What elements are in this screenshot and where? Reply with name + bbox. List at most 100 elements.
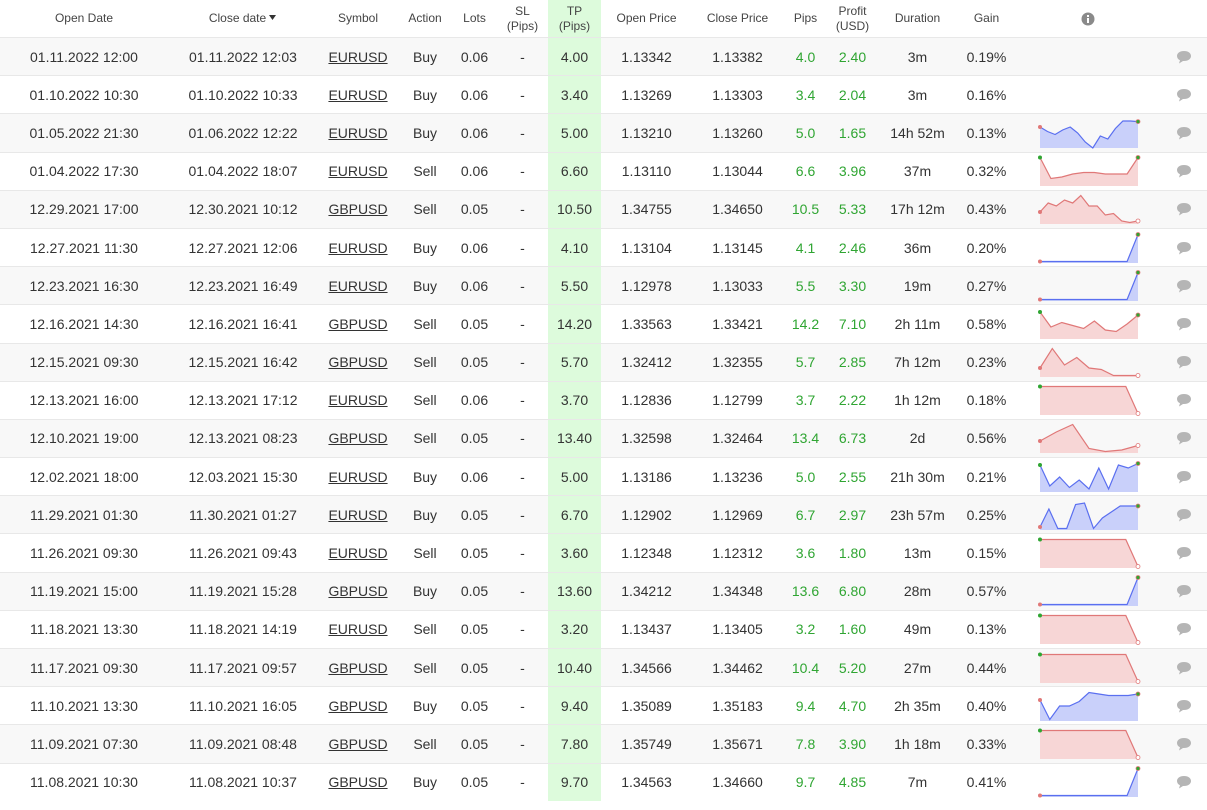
cell: EURUSD	[318, 266, 398, 305]
start-dot	[1038, 439, 1042, 444]
cell: 9.7	[783, 762, 828, 801]
symbol-link[interactable]: EURUSD	[328, 392, 388, 409]
cell-text: 7h 12m	[894, 354, 941, 371]
column-header[interactable]: Profit (USD)	[828, 0, 877, 38]
cell-text: 3.90	[838, 735, 867, 752]
symbol-link[interactable]: EURUSD	[328, 277, 388, 294]
cell: 0.05	[452, 495, 497, 534]
cell: 11.18.2021 13:30	[0, 609, 168, 649]
column-header[interactable]: Close Price	[692, 0, 783, 38]
comment-icon[interactable]	[1176, 50, 1192, 64]
trade-row: 12.16.2021 14:30 12.16.2021 16:41 GBPUSD Se…	[0, 304, 1207, 343]
column-header[interactable]: Symbol	[318, 0, 398, 38]
symbol-link[interactable]: EURUSD	[328, 468, 388, 485]
cell-text: 1.13405	[712, 621, 763, 638]
comment-cell	[1160, 762, 1207, 801]
comment-icon[interactable]	[1176, 279, 1192, 293]
cell-text: Sell	[413, 735, 437, 752]
column-header[interactable]: Lots	[452, 0, 497, 38]
comment-icon[interactable]	[1176, 470, 1192, 484]
comment-icon[interactable]	[1176, 508, 1192, 522]
cell: 28m	[877, 571, 958, 611]
comment-icon[interactable]	[1176, 164, 1192, 178]
comment-icon[interactable]	[1176, 699, 1192, 713]
symbol-link[interactable]: GBPUSD	[328, 774, 388, 791]
symbol-link[interactable]: EURUSD	[328, 506, 388, 523]
symbol-link[interactable]: GBPUSD	[328, 315, 388, 332]
cell: 2.04	[828, 75, 877, 114]
symbol-link[interactable]: GBPUSD	[328, 659, 388, 676]
symbol-link[interactable]: GBPUSD	[328, 201, 388, 218]
column-header[interactable]: SL (Pips)	[497, 0, 548, 38]
trade-row: 12.29.2021 17:00 12.30.2021 10:12 GBPUSD Se…	[0, 189, 1207, 229]
symbol-link[interactable]: EURUSD	[328, 621, 388, 638]
symbol-link[interactable]: EURUSD	[328, 86, 388, 103]
column-header[interactable]: Close date	[168, 0, 318, 38]
comment-icon[interactable]	[1176, 241, 1192, 255]
sparkline-line	[1040, 386, 1139, 415]
comment-icon[interactable]	[1176, 431, 1192, 445]
cell-text: 13.40	[556, 430, 593, 447]
cell-text: Buy	[412, 48, 438, 65]
comment-icon[interactable]	[1176, 584, 1192, 598]
column-header[interactable]: TP (Pips)	[548, 0, 601, 38]
cell-text: 1.13145	[712, 239, 763, 256]
column-header[interactable]: Open Price	[601, 0, 692, 38]
info-bar	[1087, 17, 1089, 23]
cell-text: 3.2	[795, 621, 816, 638]
header-text: Profit (USD)	[835, 3, 870, 33]
cell: Sell	[398, 647, 452, 687]
symbol-link[interactable]: GBPUSD	[328, 583, 388, 600]
column-header[interactable]: Duration	[877, 0, 958, 38]
sparkline-cell	[1015, 342, 1160, 382]
cell: 11.08.2021 10:30	[0, 762, 168, 801]
sparkline	[1038, 269, 1141, 302]
comment-icon[interactable]	[1176, 355, 1192, 369]
cell: Sell	[398, 380, 452, 420]
cell: 13.4	[783, 418, 828, 458]
cell: 7h 12m	[877, 342, 958, 382]
cell-text: 1.13210	[621, 124, 672, 141]
comment-icon[interactable]	[1176, 622, 1192, 636]
cell: EURUSD	[318, 227, 398, 267]
comment-icon[interactable]	[1176, 317, 1192, 331]
cell: -	[497, 724, 548, 764]
symbol-link[interactable]: EURUSD	[328, 545, 388, 562]
comment-icon[interactable]	[1176, 546, 1192, 560]
comment-icon[interactable]	[1176, 661, 1192, 675]
cell: 1.13260	[692, 113, 783, 153]
column-header[interactable]: Pips	[783, 0, 828, 38]
symbol-link[interactable]: EURUSD	[328, 239, 388, 256]
cell: GBPUSD	[318, 571, 398, 611]
cell-text: 2.97	[838, 506, 867, 523]
comment-bubble	[1177, 88, 1191, 102]
cell: 12.15.2021 09:30	[0, 342, 168, 382]
comment-bubble	[1177, 547, 1191, 560]
cell: 7.8	[783, 724, 828, 764]
cell: 0.56%	[958, 418, 1015, 458]
cell-text: 1.13342	[621, 48, 672, 65]
symbol-link[interactable]: EURUSD	[328, 124, 388, 141]
symbol-link[interactable]: EURUSD	[328, 163, 388, 180]
sparkline-line	[1040, 577, 1139, 606]
column-header[interactable]: Gain	[958, 0, 1015, 38]
comment-icon[interactable]	[1176, 202, 1192, 216]
comment-icon[interactable]	[1176, 393, 1192, 407]
column-header[interactable]: Open Date	[0, 0, 168, 38]
symbol-link[interactable]: GBPUSD	[328, 697, 388, 714]
cell-text: 0.05	[460, 354, 489, 371]
comment-icon[interactable]	[1176, 737, 1192, 751]
comment-icon[interactable]	[1176, 775, 1192, 789]
cell-text: Buy	[412, 774, 438, 791]
symbol-link[interactable]: GBPUSD	[328, 735, 388, 752]
trade-row: 01.11.2022 12:00 01.11.2022 12:03 EURUSD Bu…	[0, 36, 1207, 76]
symbol-link[interactable]: EURUSD	[328, 48, 388, 65]
comment-icon[interactable]	[1176, 88, 1192, 102]
symbol-link[interactable]: GBPUSD	[328, 430, 388, 447]
cell: 3.60	[548, 533, 601, 573]
symbol-link[interactable]: GBPUSD	[328, 354, 388, 371]
sparkline-cell	[1015, 724, 1160, 764]
trade-row: 11.08.2021 10:30 11.08.2021 10:37 GBPUSD Bu…	[0, 762, 1207, 801]
column-header[interactable]: Action	[398, 0, 452, 38]
comment-icon[interactable]	[1176, 126, 1192, 140]
